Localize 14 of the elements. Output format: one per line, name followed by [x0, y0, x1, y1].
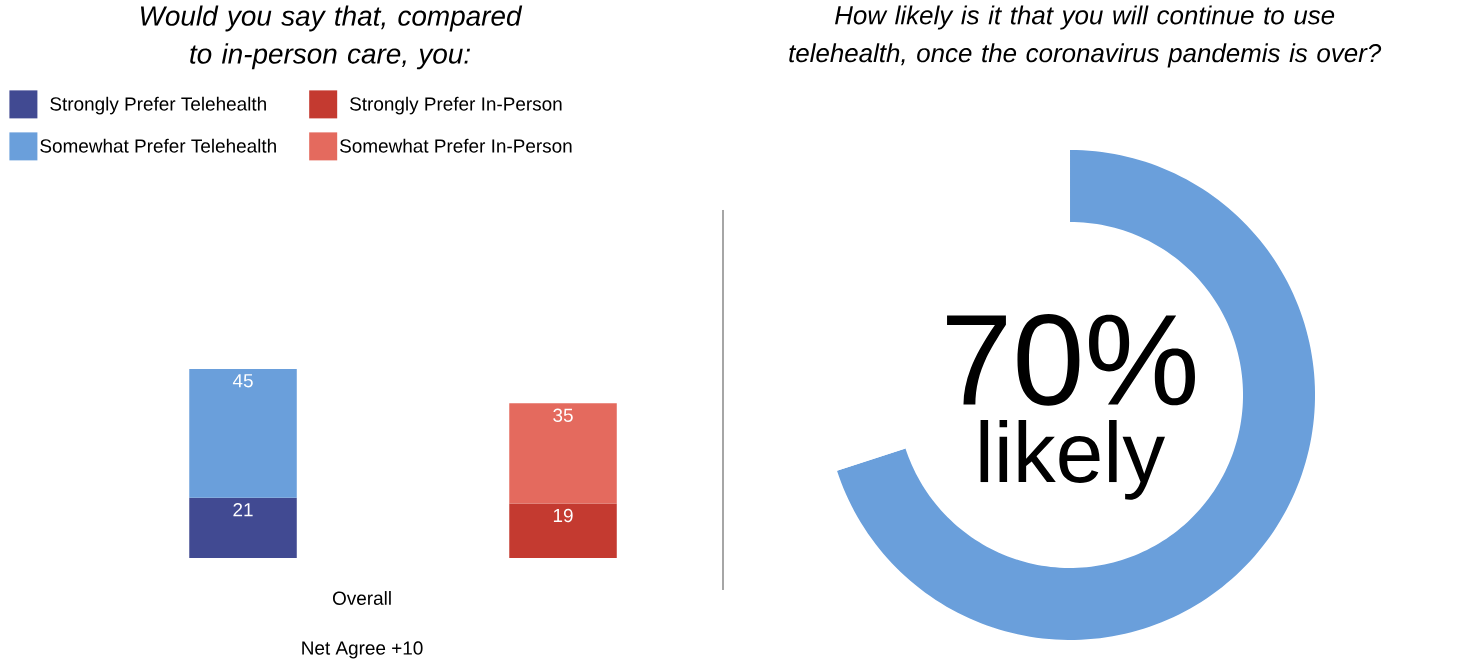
legend-label: Somewhat Prefer Telehealth: [40, 138, 276, 153]
chart-title: How likely is it that you will continue to use telehealth, once the coronavirus pandemis is over?: [789, 5, 1382, 68]
data-label: 45: [232, 374, 253, 388]
data-label: 19: [553, 508, 573, 523]
legend-label: Strongly Prefer In-Person: [350, 96, 562, 115]
data-label: 21: [233, 503, 253, 517]
text: 70%: [947, 314, 1195, 406]
x-axis-title: Overall: [332, 591, 391, 605]
legend-label: Strongly Prefer Telehealth: [50, 96, 266, 115]
slice-label: likely: [980, 419, 1166, 500]
data-label: 35: [553, 408, 573, 422]
text: Net Agree +10: [302, 641, 423, 659]
legend-label: Somewhat Prefer In-Person: [340, 138, 572, 153]
chart-title: Would you say that, compared to in-person care, you:: [140, 5, 523, 70]
